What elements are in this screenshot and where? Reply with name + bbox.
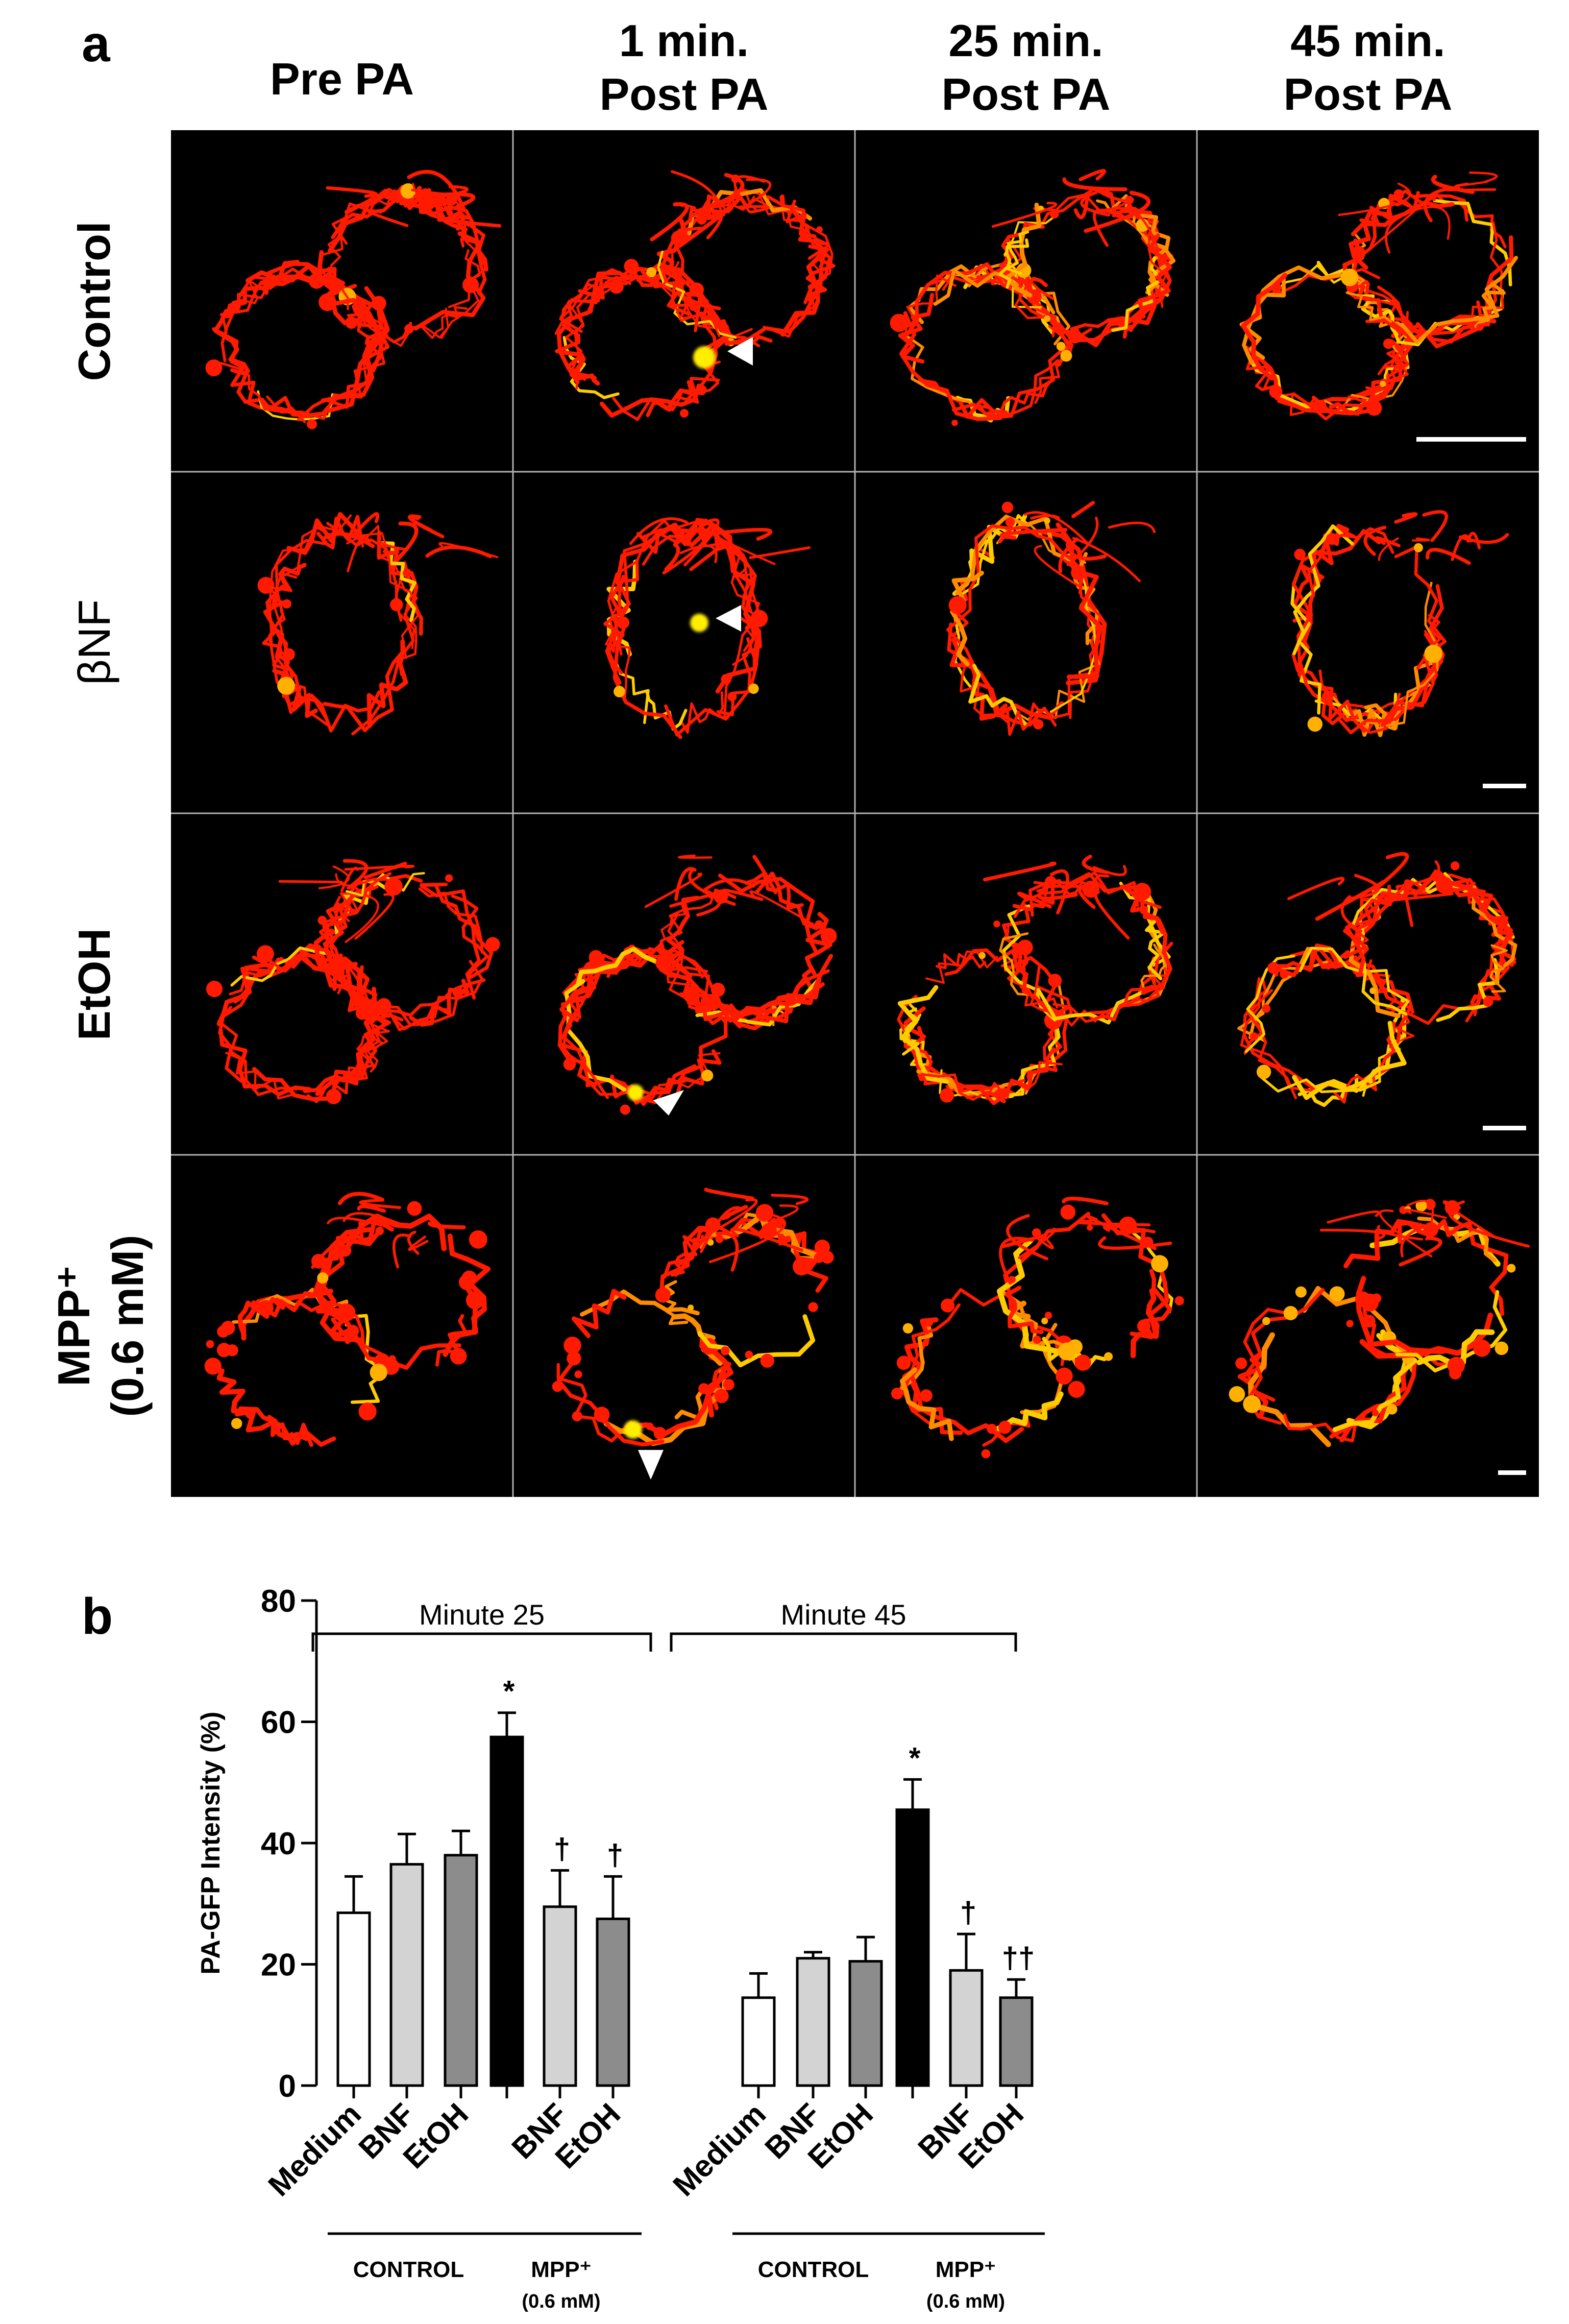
micrograph-cell: [1290, 510, 1509, 737]
bar-chart: 0 20 40 60 80 PA-GFP Intensity (%) Minute 25 Me…: [196, 1584, 1045, 2312]
bar: [895, 1808, 930, 2087]
micrograph-cell: [206, 859, 500, 1104]
subgroup-label: MPP⁺ (0.6 mM): [926, 2257, 1005, 2312]
bar: [999, 1996, 1034, 2087]
bar: [741, 1996, 776, 2087]
micrograph-cell: [552, 1188, 834, 1447]
x-tick-label: Medium: [667, 2097, 773, 2203]
subgroup-label: CONTROL: [758, 2257, 869, 2282]
micrograph-grid: [171, 130, 1539, 1497]
photoactivated-spot: [627, 1084, 644, 1101]
y-tick-label: 20: [261, 1948, 296, 1983]
group-bracket: [670, 1632, 1017, 1652]
scale-bar-mpp: [1498, 1470, 1526, 1475]
bar: [596, 1917, 630, 2087]
y-tick-label: 40: [261, 1826, 296, 1861]
group-bracket: [311, 1632, 652, 1652]
y-axis-label: PA-GFP Intensity (%): [196, 1711, 226, 1974]
bar: [543, 1905, 577, 2087]
error-bar: [551, 1869, 569, 1907]
micrograph-cell: [603, 517, 811, 739]
column-header: 25 min. Post PA: [942, 15, 1111, 119]
x-tick-label: Medium: [262, 2097, 368, 2203]
significance-marker: *: [909, 1741, 921, 1775]
row-header: βNF: [69, 599, 119, 685]
error-bar: [957, 1932, 975, 1971]
subgroup-label: CONTROL: [353, 2257, 464, 2282]
error-bar: [345, 1875, 363, 1913]
column-header: 1 min. Post PA: [600, 15, 769, 119]
y-tick-label: 0: [279, 2069, 296, 2104]
error-bar: [398, 1832, 416, 1865]
error-bar: [452, 1829, 470, 1855]
arrowhead-bnf-1min: [716, 605, 741, 632]
arrowhead-control-1min: [727, 337, 753, 366]
scale-bar-bnf: [1483, 784, 1526, 788]
significance-marker: ††: [1002, 1942, 1035, 1975]
bar: [389, 1863, 424, 2087]
significance-marker: †: [554, 1832, 570, 1866]
significance-marker: *: [503, 1675, 515, 1708]
bar: [336, 1911, 371, 2087]
column-header: 45 min. Post PA: [1284, 15, 1453, 119]
error-bar: [856, 1935, 875, 1962]
row-headers: Control βNF EtOH MPP⁺(0.6 mM): [48, 222, 153, 1417]
column-header: Pre PA: [270, 54, 414, 104]
arrowhead-etoh-1min: [653, 1090, 684, 1116]
bar: [489, 1735, 524, 2087]
panel-b-label: b: [82, 1588, 113, 1645]
micrograph-cell: [204, 1192, 491, 1447]
micrograph-cell: [1237, 852, 1517, 1107]
micrograph-cell: [890, 169, 1176, 426]
group-label: Minute 25: [419, 1599, 545, 1631]
bar: [796, 1957, 830, 2087]
scale-bar-control: [1416, 437, 1526, 442]
error-bar: [1007, 1978, 1025, 1998]
scale-bar-etoh: [1483, 1126, 1526, 1130]
subgroup-label: MPP⁺ (0.6 mM): [522, 2257, 600, 2312]
micrograph-cell: [946, 501, 1156, 736]
row-header: MPP⁺(0.6 mM): [48, 1235, 153, 1417]
error-bar: [749, 1972, 768, 1998]
panel-a-label: a: [82, 15, 111, 72]
significance-marker: †: [960, 1896, 976, 1929]
error-bar: [903, 1778, 922, 1810]
photoactivated-spot: [624, 1420, 642, 1439]
bar: [848, 1960, 883, 2087]
micrograph-cell: [891, 1196, 1184, 1459]
micrograph-cell: [1239, 171, 1518, 421]
error-bar: [604, 1875, 622, 1919]
error-bar: [804, 1951, 822, 1958]
group-label: Minute 45: [781, 1599, 906, 1631]
micrograph-cell: [205, 170, 502, 429]
y-tick-label: 80: [261, 1584, 296, 1619]
micrograph-cell: [557, 854, 837, 1115]
micrograph-cell: [257, 512, 499, 736]
significance-marker: †: [607, 1838, 623, 1872]
arrowhead-mpp-1min: [638, 1450, 664, 1480]
micrograph-cell: [1229, 1199, 1530, 1447]
photoactivated-spot: [690, 614, 708, 632]
photoactivated-spot: [693, 346, 716, 369]
row-header: Control: [69, 222, 119, 381]
micrograph-cell: [554, 170, 836, 421]
bar: [444, 1854, 478, 2087]
bar: [949, 1969, 984, 2087]
error-bar: [498, 1711, 516, 1737]
row-header: EtOH: [69, 928, 119, 1040]
column-headers: Pre PA 1 min. Post PA 25 min. Post PA 45 min.…: [270, 15, 1452, 119]
y-tick-label: 60: [261, 1705, 296, 1740]
micrograph-cell: [897, 855, 1173, 1105]
